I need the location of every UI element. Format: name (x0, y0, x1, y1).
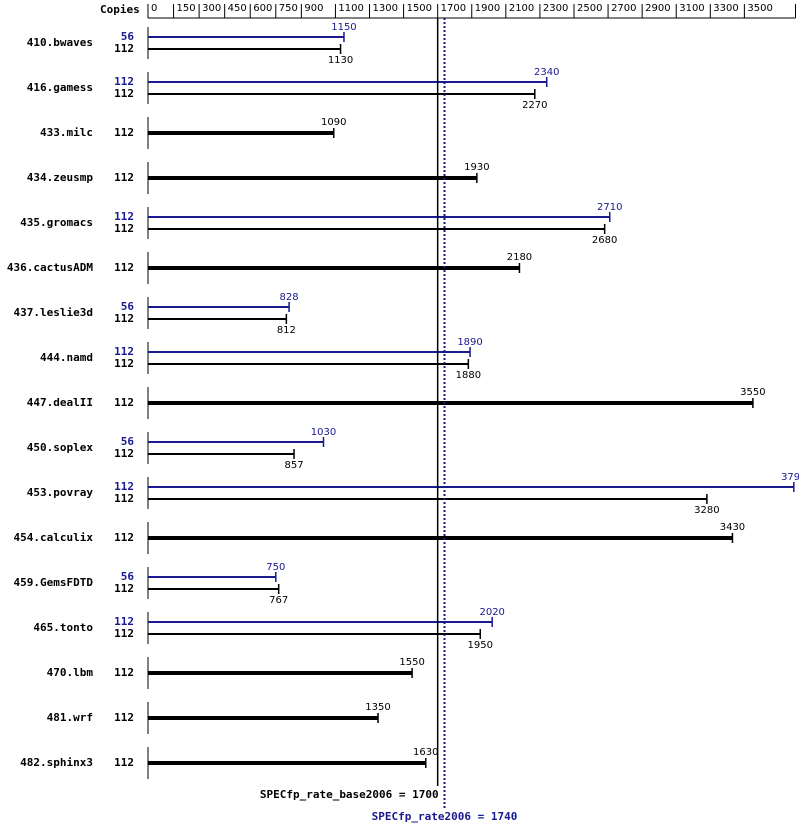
value-label: 1950 (468, 640, 493, 651)
copies-label: 112 (114, 210, 134, 223)
copies-label: 112 (114, 171, 134, 184)
copies-label: 112 (114, 345, 134, 358)
value-label: 2180 (507, 252, 532, 263)
x-tick-label: 2300 (543, 3, 568, 14)
value-label: 1350 (365, 702, 390, 713)
category-label: 437.leslie3d (14, 306, 93, 319)
category-label: 433.milc (40, 126, 93, 139)
category-label: 434.zeusmp (27, 171, 94, 184)
value-label: 2340 (534, 67, 559, 78)
copies-label: 56 (121, 300, 135, 313)
reference-label: SPECfp_rate_base2006 = 1700 (260, 788, 439, 801)
x-tick-label: 750 (279, 3, 298, 14)
x-tick-label: 3500 (747, 3, 772, 14)
value-label: 812 (277, 325, 296, 336)
value-label: 1030 (311, 427, 336, 438)
x-tick-label: 1900 (475, 3, 500, 14)
value-label: 2020 (479, 607, 504, 618)
category-label: 482.sphinx3 (20, 756, 93, 769)
category-label: 465.tonto (33, 621, 93, 634)
copies-label: 112 (114, 126, 134, 139)
value-label: 750 (266, 562, 285, 573)
x-tick-label: 1100 (338, 3, 363, 14)
copies-label: 56 (121, 435, 135, 448)
copies-header: Copies (100, 3, 140, 16)
category-label: 436.cactusADM (7, 261, 93, 274)
copies-label: 112 (114, 711, 134, 724)
copies-label: 112 (114, 492, 134, 505)
value-label: 1890 (457, 337, 482, 348)
category-label: 481.wrf (47, 711, 93, 724)
value-label: 1880 (456, 370, 481, 381)
copies-label: 112 (114, 75, 134, 88)
value-label: 2270 (522, 100, 547, 111)
category-label: 454.calculix (14, 531, 94, 544)
copies-label: 112 (114, 312, 134, 325)
value-label: 828 (280, 292, 299, 303)
value-label: 1550 (399, 657, 424, 668)
x-tick-label: 2900 (645, 3, 670, 14)
x-tick-label: 150 (177, 3, 196, 14)
x-tick-label: 1500 (407, 3, 432, 14)
copies-label: 112 (114, 222, 134, 235)
category-label: 435.gromacs (20, 216, 93, 229)
value-label: 3550 (740, 387, 765, 398)
copies-label: 56 (121, 30, 135, 43)
copies-label: 112 (114, 531, 134, 544)
value-label: 3430 (720, 522, 745, 533)
copies-label: 112 (114, 261, 134, 274)
copies-label: 112 (114, 756, 134, 769)
category-label: 447.dealII (27, 396, 93, 409)
value-label: 2680 (592, 235, 617, 246)
value-label: 1150 (331, 22, 356, 33)
copies-label: 112 (114, 87, 134, 100)
x-tick-label: 300 (202, 3, 221, 14)
category-label: 459.GemsFDTD (14, 576, 94, 589)
copies-label: 112 (114, 666, 134, 679)
value-label: 3790 (781, 472, 799, 483)
copies-label: 112 (114, 615, 134, 628)
x-tick-label: 1700 (441, 3, 466, 14)
copies-label: 112 (114, 42, 134, 55)
category-label: 470.lbm (47, 666, 94, 679)
copies-label: 112 (114, 480, 134, 493)
copies-label: 112 (114, 357, 134, 370)
x-tick-label: 1300 (373, 3, 398, 14)
value-label: 1930 (464, 162, 489, 173)
x-tick-label: 0 (151, 3, 157, 14)
x-tick-label: 2100 (509, 3, 534, 14)
value-label: 1090 (321, 117, 346, 128)
value-label: 1130 (328, 55, 353, 66)
x-tick-label: 3100 (679, 3, 704, 14)
copies-label: 56 (121, 570, 135, 583)
x-tick-label: 2500 (577, 3, 602, 14)
category-label: 410.bwaves (27, 36, 93, 49)
copies-label: 112 (114, 396, 134, 409)
copies-label: 112 (114, 447, 134, 460)
value-label: 1630 (413, 747, 438, 758)
category-label: 453.povray (27, 486, 94, 499)
value-label: 857 (284, 460, 303, 471)
reference-label: SPECfp_rate2006 = 1740 (372, 810, 518, 823)
copies-label: 112 (114, 627, 134, 640)
value-label: 767 (269, 595, 288, 606)
x-tick-label: 2700 (611, 3, 636, 14)
category-label: 450.soplex (27, 441, 94, 454)
copies-label: 112 (114, 582, 134, 595)
category-label: 444.namd (40, 351, 93, 364)
category-label: 416.gamess (27, 81, 93, 94)
value-label: 2710 (597, 202, 622, 213)
value-label: 3280 (694, 505, 719, 516)
x-tick-label: 900 (304, 3, 323, 14)
x-tick-label: 450 (228, 3, 247, 14)
x-tick-label: 3300 (713, 3, 738, 14)
x-tick-label: 600 (253, 3, 272, 14)
